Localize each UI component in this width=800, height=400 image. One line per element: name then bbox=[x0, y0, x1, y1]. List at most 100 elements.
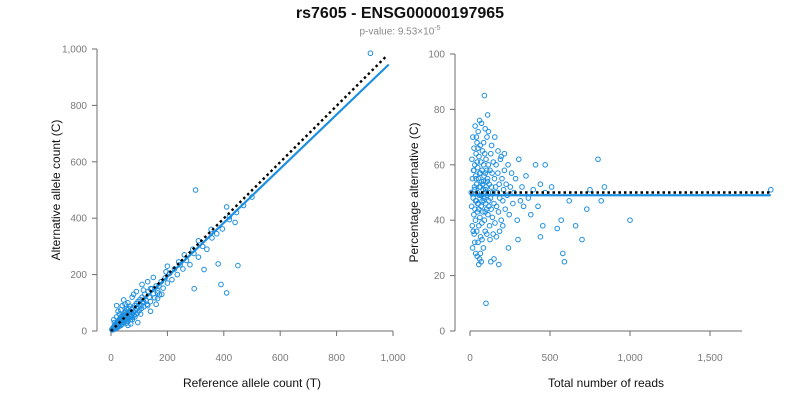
data-point bbox=[480, 178, 487, 185]
data-point bbox=[163, 268, 169, 275]
data-point bbox=[151, 294, 158, 301]
left-y-tick-label: 1,000 bbox=[62, 45, 87, 56]
data-point bbox=[482, 228, 489, 235]
left-y-tick-label: 0 bbox=[81, 327, 87, 338]
data-point bbox=[498, 153, 505, 160]
data-point bbox=[125, 322, 131, 329]
data-point bbox=[476, 117, 483, 124]
data-point bbox=[481, 198, 487, 204]
data-point bbox=[530, 186, 537, 193]
data-point bbox=[469, 175, 476, 182]
data-point bbox=[566, 198, 573, 204]
data-point bbox=[147, 308, 154, 315]
data-point bbox=[495, 148, 501, 154]
data-point bbox=[201, 266, 207, 273]
data-point bbox=[147, 298, 154, 305]
data-point bbox=[532, 162, 539, 168]
data-point bbox=[187, 261, 193, 268]
data-point bbox=[479, 181, 486, 187]
data-point bbox=[484, 175, 491, 182]
data-point bbox=[598, 198, 605, 204]
data-point bbox=[215, 261, 221, 267]
data-point bbox=[587, 186, 593, 193]
data-point bbox=[153, 301, 159, 308]
left-x-tick-label: 0 bbox=[108, 353, 114, 364]
data-point bbox=[510, 200, 516, 207]
data-point bbox=[768, 186, 774, 193]
left-y-axis-label: Alternative allele count (C) bbox=[49, 120, 63, 261]
right-x-tick-label: 1,000 bbox=[617, 353, 642, 364]
data-point bbox=[472, 123, 478, 129]
data-point bbox=[469, 245, 476, 251]
data-point bbox=[127, 321, 134, 327]
data-point bbox=[477, 214, 483, 221]
subtitle-pvalue: p-value: 9.53×10 bbox=[359, 26, 435, 38]
data-point bbox=[174, 271, 181, 278]
left-y-tick-label: 800 bbox=[70, 101, 87, 112]
data-point bbox=[483, 300, 489, 307]
data-point bbox=[144, 278, 151, 285]
data-point bbox=[223, 290, 230, 296]
data-point bbox=[501, 150, 508, 157]
data-point bbox=[479, 220, 485, 226]
data-point bbox=[473, 134, 480, 140]
data-point bbox=[139, 281, 145, 288]
data-point bbox=[525, 195, 532, 201]
data-point bbox=[501, 167, 508, 174]
left-x-tick-label: 800 bbox=[328, 353, 345, 364]
data-point bbox=[500, 198, 506, 204]
data-point bbox=[473, 228, 480, 235]
data-point bbox=[584, 206, 590, 212]
data-point bbox=[488, 142, 495, 149]
data-point bbox=[515, 236, 521, 243]
right-y-tick-label: 80 bbox=[434, 105, 446, 116]
data-point bbox=[132, 314, 138, 320]
data-point bbox=[561, 258, 568, 265]
left-x-axis-label: Reference allele count (T) bbox=[183, 376, 321, 390]
data-point bbox=[128, 313, 135, 320]
data-point bbox=[125, 300, 131, 306]
data-point bbox=[473, 175, 479, 182]
left-y-tick-label: 200 bbox=[70, 270, 87, 281]
data-point bbox=[474, 139, 480, 146]
data-point bbox=[204, 246, 210, 253]
data-point bbox=[512, 175, 519, 182]
data-point bbox=[491, 256, 497, 262]
data-point bbox=[481, 173, 487, 179]
data-point bbox=[476, 222, 482, 229]
data-point bbox=[481, 150, 488, 157]
data-point bbox=[485, 211, 491, 218]
data-point bbox=[528, 211, 534, 218]
data-point bbox=[500, 222, 506, 229]
left-reference-line bbox=[110, 54, 389, 332]
data-point bbox=[493, 162, 499, 168]
subtitle-exponent: -5 bbox=[434, 25, 441, 32]
data-point bbox=[496, 261, 502, 268]
data-point bbox=[191, 285, 197, 292]
data-point bbox=[490, 159, 497, 165]
data-point bbox=[118, 307, 124, 313]
data-point bbox=[482, 125, 489, 132]
data-point bbox=[232, 219, 238, 226]
data-point bbox=[572, 222, 579, 229]
data-point bbox=[503, 181, 509, 187]
data-point bbox=[223, 204, 230, 210]
data-point bbox=[489, 170, 495, 176]
data-point bbox=[115, 308, 121, 315]
data-point bbox=[537, 234, 544, 240]
data-point bbox=[180, 266, 186, 272]
data-point bbox=[507, 184, 514, 190]
left-x-tick-label: 600 bbox=[272, 353, 289, 364]
data-point bbox=[482, 186, 489, 193]
data-point bbox=[497, 156, 504, 163]
data-point bbox=[471, 231, 477, 237]
data-point bbox=[137, 311, 144, 317]
data-point bbox=[181, 252, 188, 258]
data-point bbox=[144, 302, 151, 309]
data-point bbox=[367, 50, 374, 57]
data-point bbox=[154, 295, 161, 302]
chart-subtitle: p-value: 9.53×10-5 bbox=[0, 25, 800, 37]
data-point bbox=[498, 217, 505, 223]
data-point bbox=[495, 209, 502, 215]
data-point bbox=[495, 170, 501, 176]
